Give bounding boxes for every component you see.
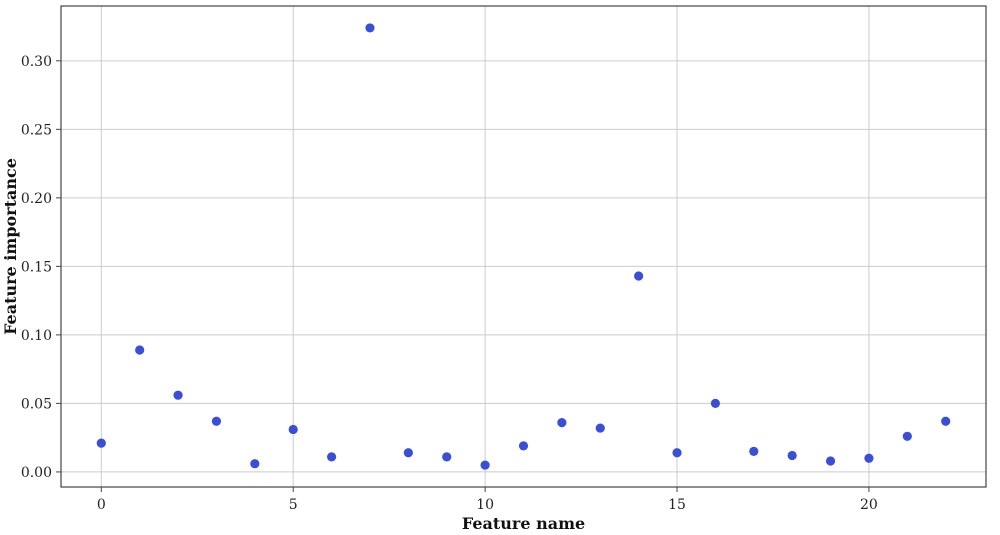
data-point [749,446,759,456]
data-point [365,23,375,33]
x-tick-label: 10 [476,497,494,513]
data-point [864,453,874,463]
data-point [135,345,145,355]
data-point [518,441,529,451]
data-point [403,448,413,458]
data-point [250,459,260,469]
y-tick-label: 0.25 [21,122,52,138]
data-point [96,438,106,448]
data-points [96,23,951,470]
data-point [442,452,452,462]
data-point [787,450,797,461]
y-axis-label: Feature importance [1,158,20,335]
data-point [825,456,836,466]
y-tick-label: 0.05 [21,396,52,412]
data-point [634,271,644,281]
data-point [941,416,951,426]
grid [61,6,986,487]
y-axis-ticks: 0.00 0.05 0.10 0.15 0.20 0.25 0.30 [21,54,61,481]
data-point [902,431,912,441]
data-point [326,452,337,462]
x-tick-label: 5 [289,497,298,513]
y-tick-label: 0.30 [21,54,52,70]
data-point [211,416,222,426]
y-tick-label: 0.00 [21,465,52,481]
x-axis-label: Feature name [462,514,585,533]
data-point [672,448,682,458]
x-tick-label: 15 [668,497,686,513]
x-tick-label: 0 [97,497,106,513]
data-point [480,460,490,470]
y-tick-label: 0.10 [21,328,52,344]
x-tick-label: 20 [860,497,878,513]
y-tick-label: 0.20 [21,191,52,207]
plot-frame [60,5,987,488]
data-point [595,423,605,433]
x-axis-ticks: 0 5 10 15 20 [97,487,878,513]
data-point [557,417,567,428]
data-point [173,390,183,400]
data-point [288,424,298,435]
data-point [710,398,721,409]
y-tick-label: 0.15 [21,259,52,275]
